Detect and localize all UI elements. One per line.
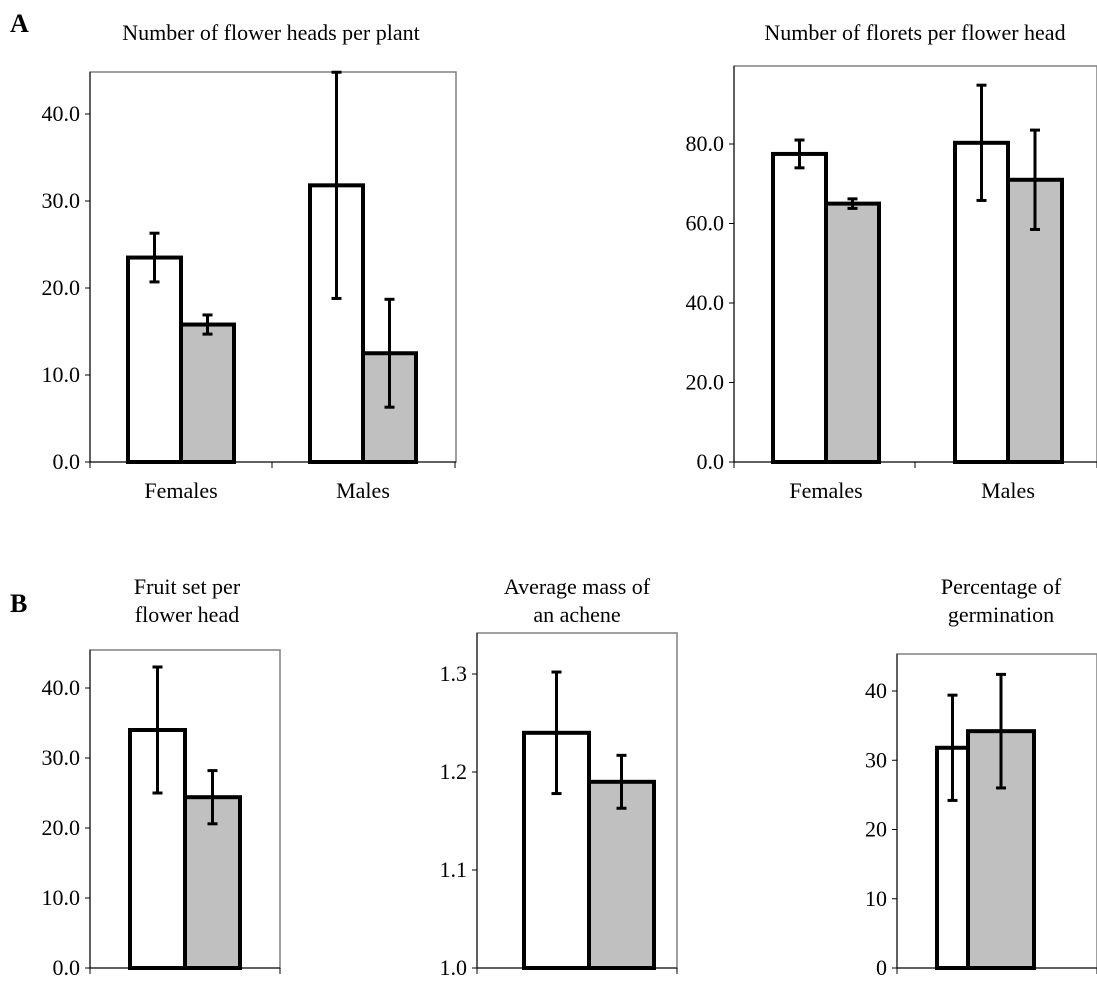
y-tick-label: 1.1 xyxy=(440,857,468,882)
y-tick-label: 10.0 xyxy=(42,885,81,910)
chart-title: Fruit set per xyxy=(134,574,241,599)
chart-title: germination xyxy=(948,602,1054,627)
y-tick-label: 40.0 xyxy=(686,290,725,315)
chart-title: an achene xyxy=(533,602,620,627)
y-tick-label: 40.0 xyxy=(42,675,81,700)
y-tick-label: 80.0 xyxy=(686,131,725,156)
y-tick-label: 20 xyxy=(865,817,887,842)
y-tick-label: 0.0 xyxy=(697,449,725,474)
bar-series-1 xyxy=(771,151,828,464)
y-tick-label: 0.0 xyxy=(53,955,81,980)
category-label: Females xyxy=(789,478,862,503)
chart-achene-mass: Average mass of an achene 1.0 1.1 1.2 1.3 xyxy=(440,574,678,980)
bar-series-2 xyxy=(179,322,236,465)
chart-title: Percentage of xyxy=(941,574,1062,599)
y-tick-label: 30 xyxy=(865,747,887,772)
y-tick-label: 60.0 xyxy=(686,211,725,236)
category-label: Females xyxy=(144,478,217,503)
chart-fruit-set: Fruit set per flower head 0.0 10.0 20.0 30.0 4… xyxy=(42,574,281,980)
chart-germination: Percentage of germination 0 10 20 30 40 xyxy=(865,574,1097,980)
y-tick-label: 20.0 xyxy=(42,815,81,840)
panel-label-a: A xyxy=(10,9,29,38)
y-tick-label: 1.0 xyxy=(440,955,468,980)
y-tick-label: 10.0 xyxy=(42,362,81,387)
y-tick-label: 30.0 xyxy=(42,745,81,770)
chart-florets-per-flower-head: Number of florets per flower head 0.0 20.0… xyxy=(686,20,1097,503)
chart-flower-heads-per-plant: Number of flower heads per plant 0.0 10.0 2… xyxy=(42,20,457,503)
bar-series-2 xyxy=(824,201,881,464)
category-label: Males xyxy=(981,478,1035,503)
y-tick-label: 40.0 xyxy=(42,101,81,126)
y-tick-label: 40 xyxy=(865,678,887,703)
y-tick-label: 0.0 xyxy=(53,449,81,474)
panel-label-b: B xyxy=(10,589,27,618)
y-tick-label: 20.0 xyxy=(42,275,81,300)
y-tick-label: 30.0 xyxy=(42,188,81,213)
chart-title: Average mass of xyxy=(504,574,651,599)
chart-title: Number of flower heads per plant xyxy=(122,20,420,45)
y-tick-label: 1.3 xyxy=(440,661,468,686)
y-tick-label: 0 xyxy=(876,955,887,980)
chart-title: Number of florets per flower head xyxy=(764,20,1065,45)
category-label: Males xyxy=(336,478,390,503)
y-tick-label: 10 xyxy=(865,886,887,911)
bar-series-1 xyxy=(126,255,183,464)
chart-title: flower head xyxy=(135,602,239,627)
y-tick-label: 20.0 xyxy=(686,370,725,395)
y-tick-label: 1.2 xyxy=(440,759,468,784)
